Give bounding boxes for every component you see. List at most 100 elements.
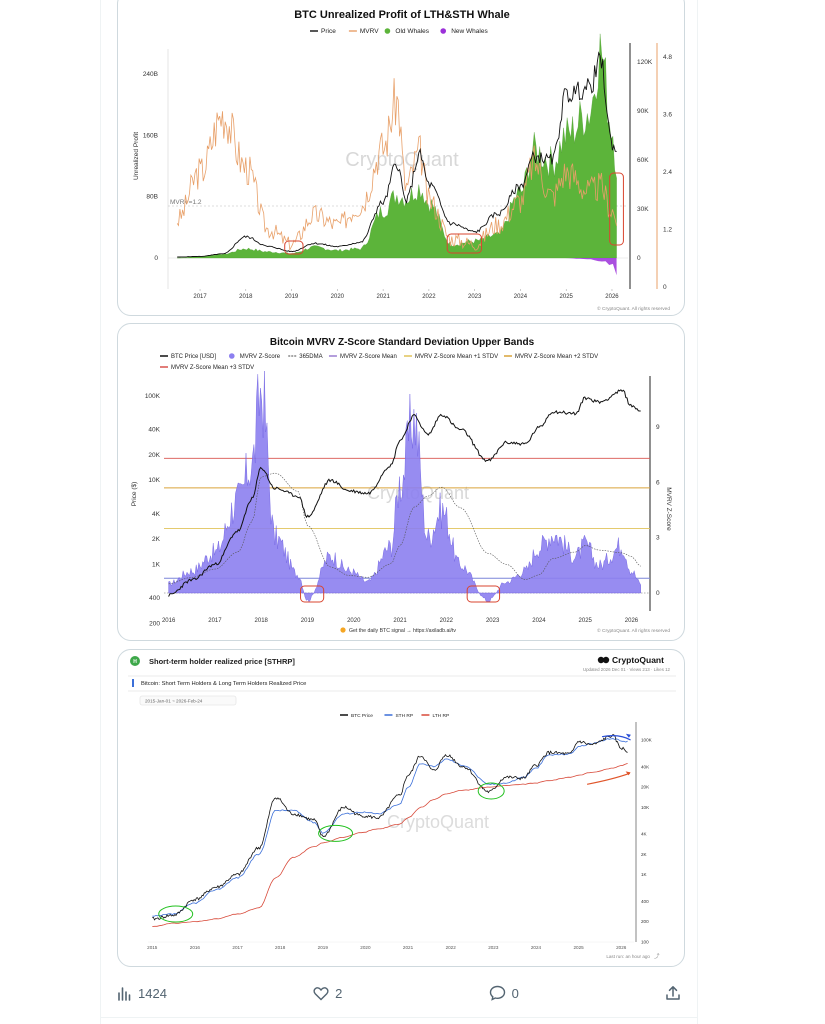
series-btc-price	[168, 389, 641, 597]
likes-count: 2	[335, 985, 343, 1001]
y-tick-label-mvrv: 0	[663, 284, 667, 291]
replies-count: 0	[511, 985, 519, 1001]
y-tick-label-right: 6	[656, 479, 660, 486]
y-tick-label-price: 90K	[637, 108, 649, 115]
series-new-whales	[177, 258, 617, 276]
mvrv-zscore-chart: Bitcoin MVRV Z-Score Standard Deviation …	[131, 337, 672, 634]
mvrv-reference-label: MVRV=1.2	[170, 199, 202, 206]
views-button[interactable]: 1424	[117, 986, 167, 1001]
x-tick-label: 2026	[616, 945, 627, 950]
x-tick-label: 2022	[446, 945, 457, 950]
share-icon[interactable]: ⤴	[654, 952, 660, 960]
highlight-box	[466, 585, 501, 603]
legend-item: 365DMA	[299, 354, 322, 360]
x-tick-label: 2026	[605, 294, 619, 300]
y-tick-label: 10K	[148, 477, 160, 484]
x-tick-label: 2021	[403, 945, 414, 950]
highlight-ellipse	[477, 782, 505, 800]
signal-note[interactable]: Get the daily BTC signal → https://axila…	[349, 628, 456, 634]
y-tick-label-right: 400	[641, 899, 649, 904]
x-tick-label: 2024	[531, 945, 542, 950]
y-tick-label-mvrv: 2.4	[663, 169, 672, 176]
y-tick-label: 80B	[146, 194, 158, 201]
chart-card-unrealized-profit[interactable]: BTC Unrealized Profit of LTH&STH Whale P…	[117, 0, 685, 316]
legend-item: MVRV Z-Score Mean +1 STDV	[415, 354, 498, 360]
x-tick-label: 2025	[560, 294, 574, 300]
y-tick-label-right: 20K	[641, 785, 650, 790]
series-btc-price	[152, 733, 628, 921]
legend-item: MVRV	[360, 28, 379, 35]
y-tick-label: 4K	[152, 511, 161, 518]
y-tick-label-right: 40K	[641, 764, 650, 769]
legend-swatch	[440, 28, 447, 34]
legend-item: MVRV Z-Score	[240, 354, 281, 360]
series-lth-rp	[152, 763, 628, 927]
y-tick-label: 160B	[143, 132, 158, 139]
y-tick-label-price: 60K	[637, 157, 649, 164]
chart-card-sthrp[interactable]: H Short-term holder realized price [STHR…	[117, 649, 685, 967]
x-tick-label: 2024	[514, 294, 528, 300]
watermark: CryptoQuant	[387, 812, 489, 832]
y-tick-label-right: 2K	[641, 852, 648, 857]
last-run-text: Last run: an hour ago	[606, 954, 650, 959]
series-365dma	[168, 472, 641, 585]
annotation-arrowhead-orange	[625, 771, 631, 776]
signal-icon	[340, 627, 346, 633]
date-range-picker[interactable]	[139, 695, 237, 706]
brand-name: CryptoQuant	[612, 655, 664, 665]
highlight-box	[446, 233, 483, 254]
highlight-ellipse	[158, 905, 194, 923]
legend-item: BTC Price	[351, 713, 373, 719]
x-tick-label: 2022	[440, 618, 454, 624]
x-tick-label: 2021	[393, 618, 407, 624]
highlight-box	[300, 585, 325, 603]
y-tick-label-mvrv: 4.8	[663, 54, 672, 61]
author-avatar-icon[interactable]	[130, 656, 140, 666]
legend-item: MVRV Z-Score Mean +2 STDV	[515, 354, 598, 360]
x-tick-label: 2024	[532, 618, 546, 624]
avatar-initial: H	[133, 659, 137, 665]
chart-card-mvrv-zscore[interactable]: Bitcoin MVRV Z-Score Standard Deviation …	[117, 323, 685, 641]
chart-title: Bitcoin MVRV Z-Score Standard Deviation …	[270, 337, 535, 348]
reply-button[interactable]: 0	[489, 985, 519, 1001]
views-count: 1424	[138, 985, 167, 1001]
comment-icon	[489, 985, 505, 1001]
legend-item: Price	[321, 28, 336, 35]
y-tick-label-right: 3	[656, 535, 660, 542]
x-tick-label: 2020	[360, 945, 371, 950]
legend-item: Old Whales	[395, 28, 429, 35]
y-tick-label-price: 120K	[637, 59, 653, 66]
copyright-text: © CryptoQuant. All rights reserved	[597, 627, 670, 634]
x-tick-label: 2019	[301, 618, 315, 624]
post-container: BTC Unrealized Profit of LTH&STH Whale P…	[100, 0, 698, 1024]
x-tick-label: 2020	[331, 294, 345, 300]
like-button[interactable]: 2	[313, 986, 342, 1001]
plot-area: 200 400 1K 2K 4K 10K 20K 40K 100K 0 3 6 9 2016 2017 201…	[145, 370, 660, 627]
chart-header[interactable]: Short-term holder realized price [STHRP]	[149, 657, 295, 666]
y-axis-label: Unrealized Profit	[133, 132, 140, 180]
cryptoquant-logo-icon	[597, 656, 610, 664]
post-meta: Updated 2026 Dec 01 · Views 213 · Likes …	[583, 667, 671, 672]
analytics-icon	[118, 986, 131, 1001]
plot-area: 0 80B 160B 240B 0 30K 60K 90K 120K 0 1.2 2.4 3.6 4.8 2…	[143, 33, 672, 300]
share-button[interactable]	[665, 985, 681, 1001]
series-mvrv-zscore	[168, 370, 641, 603]
y-axis-label: Price ($)	[131, 482, 138, 507]
y-tick-label: 40K	[148, 427, 160, 434]
y-tick-label: 2K	[152, 536, 161, 543]
x-tick-label: 2017	[193, 294, 207, 300]
subtitle-accent	[132, 679, 134, 687]
y-tick-label-mvrv: 3.6	[663, 112, 672, 119]
legend-item: BTC Price [USD]	[171, 354, 216, 360]
series-price	[177, 51, 617, 258]
y-tick-label-right: 200	[641, 919, 649, 924]
chart-legend: BTC Price [USD] MVRV Z-Score 365DMA MVRV Z-…	[160, 353, 598, 371]
y-tick-label-right: 100	[641, 940, 649, 945]
x-tick-label: 2023	[486, 618, 500, 624]
y-tick-label-right: 10K	[641, 805, 650, 810]
post-action-bar: 1424 2 0	[117, 982, 681, 1004]
legend-item: MVRV Z-Score Mean	[340, 354, 397, 360]
x-tick-label: 2025	[573, 945, 584, 950]
y-tick-label-right: 0	[656, 590, 660, 597]
x-tick-label: 2019	[285, 294, 299, 300]
